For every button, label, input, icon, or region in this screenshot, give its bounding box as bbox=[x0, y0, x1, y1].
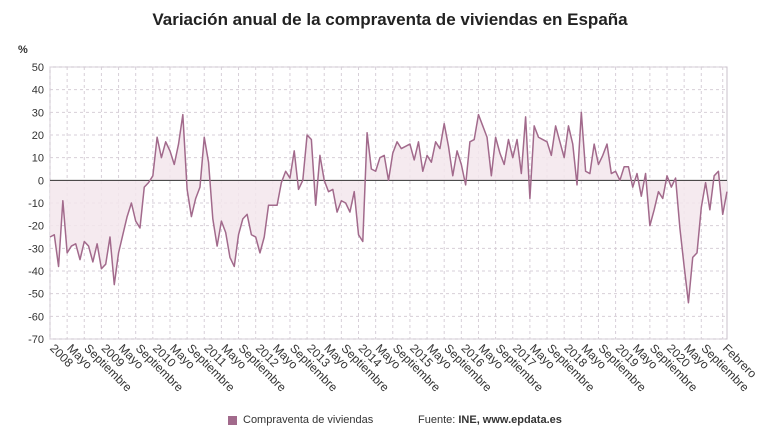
series-line-compraventa bbox=[49, 111, 728, 304]
source-prefix: Fuente: bbox=[418, 414, 459, 426]
legend-label: Compraventa de viviendas bbox=[243, 414, 374, 426]
source-text: INE, www.epdata.es bbox=[458, 414, 562, 426]
chart-title: Variación anual de la compraventa de viv… bbox=[152, 10, 628, 29]
source-note: Fuente: INE, www.epdata.es bbox=[418, 414, 562, 426]
y-tick-label: 50 bbox=[32, 62, 44, 74]
y-tick-label: -50 bbox=[28, 289, 44, 301]
y-axis-unit-label: % bbox=[18, 44, 28, 56]
y-tick-label: -20 bbox=[28, 221, 44, 233]
legend-swatch bbox=[228, 415, 237, 425]
y-tick-label: 0 bbox=[38, 175, 44, 187]
series-area bbox=[50, 112, 727, 303]
y-tick-label: 20 bbox=[32, 130, 44, 142]
y-tick-label: -40 bbox=[28, 266, 44, 278]
y-tick-label: 30 bbox=[32, 107, 44, 119]
y-tick-label: -30 bbox=[28, 243, 44, 255]
legend: Compraventa de viviendas bbox=[228, 414, 373, 426]
y-tick-label: -10 bbox=[28, 198, 44, 210]
y-tick-label: -70 bbox=[28, 334, 44, 346]
y-tick-label: 10 bbox=[32, 153, 44, 165]
y-tick-label: 40 bbox=[32, 85, 44, 97]
y-tick-label: -60 bbox=[28, 311, 44, 323]
